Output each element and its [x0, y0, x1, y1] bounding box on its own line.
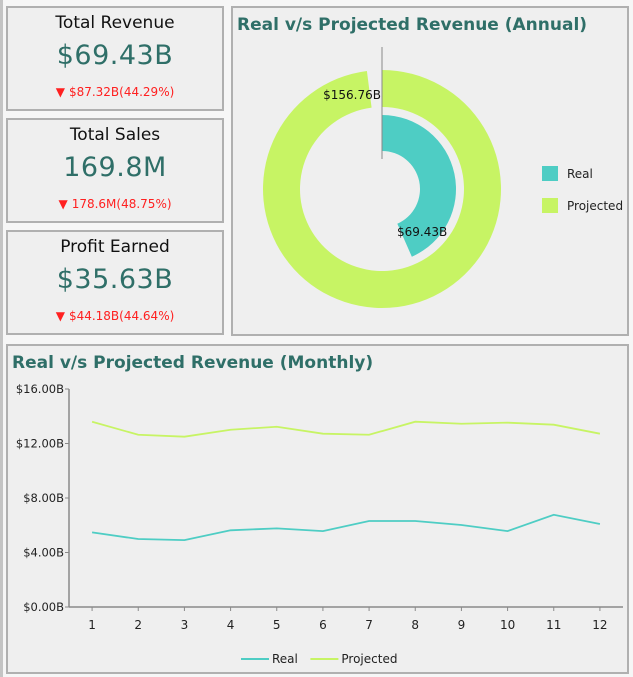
kpi-card-total-revenue: Total Revenue $69.43B ▼ $87.32B(44.29%) — [6, 6, 224, 111]
x-tick-label: 3 — [181, 618, 189, 632]
kpi-value: $69.43B — [56, 40, 174, 71]
kpi-value: $35.63B — [56, 264, 174, 295]
line-series-projected — [91, 420, 601, 438]
legend-label-real: Real — [567, 167, 593, 181]
page-left-border — [0, 0, 3, 677]
legend-label-projected: Projected — [341, 652, 397, 666]
down-triangle-icon: ▼ — [55, 309, 65, 323]
kpi-card-total-sales: Total Sales 169.8M ▼ 178.6M(48.75%) — [6, 118, 224, 223]
legend-label-real: Real — [272, 652, 298, 666]
x-tick-label: 1 — [88, 618, 96, 632]
line-series-real — [91, 513, 601, 542]
kpi-change: ▼ 178.6M(48.75%) — [8, 197, 222, 211]
radial-bar-real — [382, 115, 457, 257]
x-tick-label: 7 — [365, 618, 373, 632]
down-triangle-icon: ▼ — [55, 85, 65, 99]
x-tick-label: 4 — [227, 618, 235, 632]
kpi-title: Total Sales — [69, 125, 161, 145]
x-tick-label: 8 — [411, 618, 419, 632]
data-label-projected: $156.76B — [323, 88, 381, 102]
kpi-change-text: $44.18B(44.64%) — [68, 309, 175, 323]
legend-swatch-projected — [542, 198, 558, 213]
x-tick-label: 10 — [500, 618, 515, 632]
x-tick-label: 2 — [134, 618, 142, 632]
y-tick-label: $0.00B — [23, 600, 64, 614]
legend-swatch-real — [542, 166, 558, 181]
x-tick-label: 5 — [273, 618, 281, 632]
legend-label-projected: Projected — [567, 199, 623, 213]
x-tick-label: 12 — [592, 618, 607, 632]
kpi-change-text: $87.32B(44.29%) — [68, 85, 175, 99]
y-tick-label: $12.00B — [16, 437, 64, 451]
annual-radial-chart: $156.76B $69.43B Real Projected — [263, 47, 623, 308]
chart-title: Real v/s Projected Revenue (Annual) — [237, 15, 588, 35]
y-tick-label: $16.00B — [16, 382, 64, 396]
kpi-change: ▼ $87.32B(44.29%) — [8, 85, 222, 99]
y-tick-label: $8.00B — [23, 491, 64, 505]
kpi-value: 169.8M — [63, 152, 167, 183]
radial-bar-projected — [263, 70, 501, 308]
x-tick-label: 9 — [458, 618, 466, 632]
kpi-title: Total Revenue — [55, 13, 175, 33]
x-tick-label: 11 — [546, 618, 561, 632]
x-tick-label: 6 — [319, 618, 327, 632]
monthly-revenue-panel: Real v/s Projected Revenue (Monthly) $0.… — [6, 344, 629, 674]
annual-revenue-panel: Real v/s Projected Revenue (Annual) $156… — [231, 6, 629, 336]
down-triangle-icon: ▼ — [58, 197, 68, 211]
kpi-card-profit-earned: Profit Earned $35.63B ▼ $44.18B(44.64%) — [6, 230, 224, 335]
kpi-title: Profit Earned — [60, 237, 170, 257]
kpi-change: ▼ $44.18B(44.64%) — [8, 309, 222, 323]
y-tick-label: $4.00B — [23, 546, 64, 560]
kpi-change-text: 178.6M(48.75%) — [71, 197, 172, 211]
data-label-real: $69.43B — [397, 225, 447, 239]
chart-title: Real v/s Projected Revenue (Monthly) — [12, 353, 374, 373]
